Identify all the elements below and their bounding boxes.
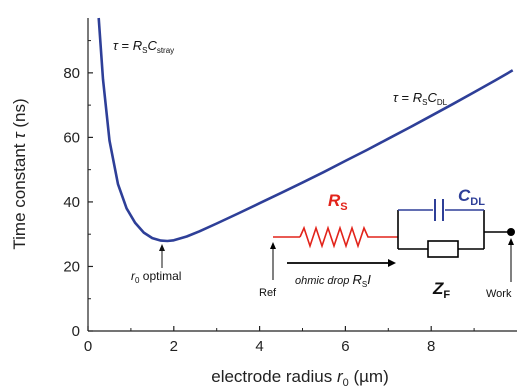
label-rs: RS bbox=[328, 191, 348, 213]
axes: 0 2 4 6 8 0 20 40 60 80 bbox=[63, 18, 517, 355]
series-line-tau bbox=[97, 17, 514, 243]
y-tick-label: 40 bbox=[63, 194, 80, 211]
y-tick-label: 20 bbox=[63, 258, 80, 275]
annotation-tau-dl: τ = RSCDL bbox=[393, 90, 448, 107]
annotation-r0-optimal: r0 optimal bbox=[131, 269, 181, 285]
x-tick-label: 8 bbox=[427, 338, 435, 355]
x-tick-label: 4 bbox=[255, 338, 263, 355]
circuit-diagram bbox=[270, 199, 515, 282]
y-tick-label: 80 bbox=[63, 65, 80, 82]
y-tick-label: 60 bbox=[63, 129, 80, 146]
label-work: Work bbox=[486, 288, 512, 300]
label-ref: Ref bbox=[259, 287, 277, 299]
resistor-rs bbox=[299, 225, 398, 249]
label-ohmic-drop: ohmic drop RSI bbox=[295, 272, 371, 289]
x-tick-label: 2 bbox=[170, 338, 178, 355]
y-ticks: 0 20 40 60 80 bbox=[63, 40, 93, 340]
work-node bbox=[507, 228, 515, 236]
x-ticks: 0 2 4 6 8 bbox=[84, 326, 475, 355]
y-axis-label: Time constant τ (ns) bbox=[10, 98, 29, 249]
impedance-zf bbox=[427, 240, 459, 258]
annotation-tau-stray: τ = RSCstray bbox=[113, 38, 174, 55]
label-cdl: CDL bbox=[458, 186, 485, 208]
optimal-marker bbox=[159, 244, 165, 268]
x-axis-label: electrode radius r0 (µm) bbox=[211, 367, 389, 388]
y-tick-label: 0 bbox=[72, 323, 80, 340]
label-zf: ZF bbox=[432, 279, 450, 301]
x-tick-label: 6 bbox=[341, 338, 349, 355]
x-tick-label: 0 bbox=[84, 338, 92, 355]
